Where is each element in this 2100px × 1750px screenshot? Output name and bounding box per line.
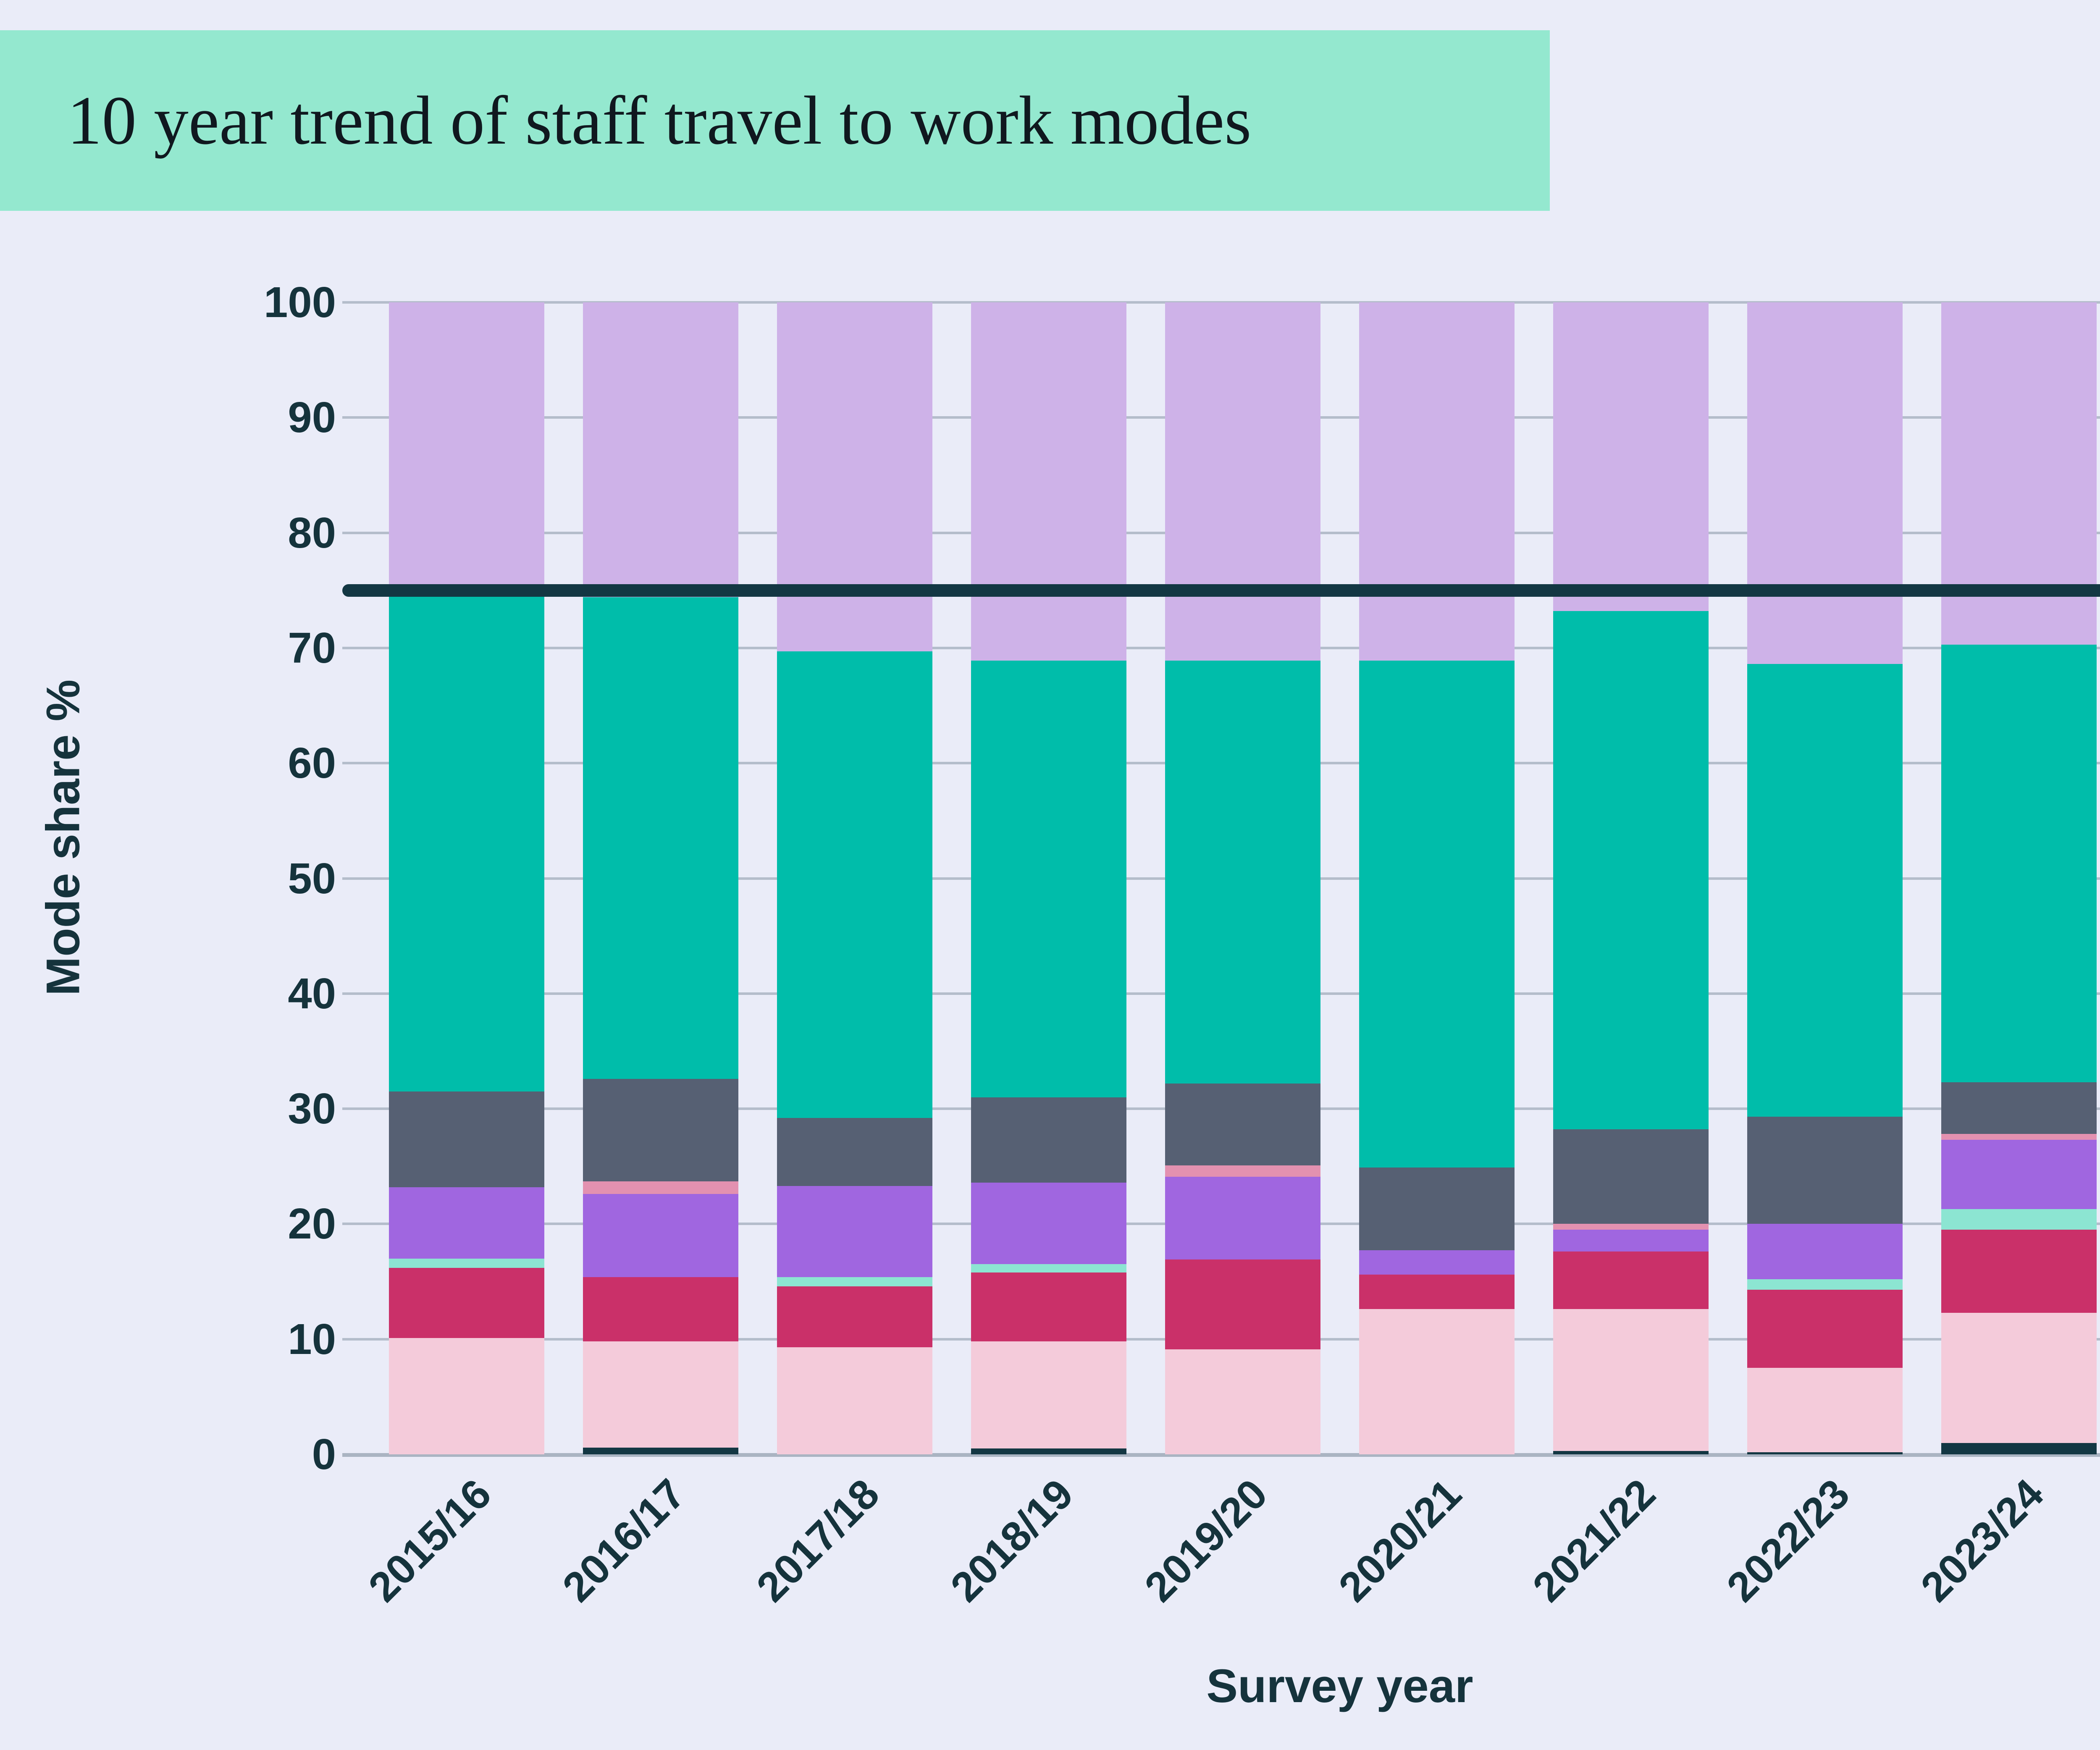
- bar-segment-public-bus[interactable]: [1165, 1176, 1320, 1260]
- bar-segment-car-share[interactable]: [389, 1091, 544, 1187]
- bar-2018-19[interactable]: [971, 302, 1126, 1454]
- bar-segment-car-share[interactable]: [1747, 1117, 1903, 1224]
- bar-segment-drive-alone-[interactable]: [389, 302, 544, 588]
- bar-segment-walk[interactable]: [1553, 1309, 1709, 1451]
- bar-segment-bicycle[interactable]: [1747, 664, 1903, 1117]
- y-tick-90: 90: [288, 393, 336, 442]
- bar-segment-public-bus[interactable]: [777, 1186, 932, 1277]
- bar-segment-car-share[interactable]: [583, 1078, 738, 1181]
- bar-segment-other[interactable]: [583, 1447, 738, 1454]
- bar-segment-public-bus[interactable]: [971, 1182, 1126, 1265]
- bar-segment-universal-bus[interactable]: [1941, 1209, 2097, 1230]
- bar-segment-motorbike[interactable]: [583, 1181, 738, 1194]
- bar-2021-22[interactable]: [1553, 302, 1709, 1454]
- y-tick-20: 20: [288, 1199, 336, 1248]
- bar-segment-other[interactable]: [971, 1448, 1126, 1454]
- page-title: 10 year trend of staff travel to work mo…: [67, 82, 1252, 159]
- bar-segment-train[interactable]: [971, 1272, 1126, 1342]
- bar-segment-universal-bus[interactable]: [971, 1264, 1126, 1272]
- bar-segment-car-share[interactable]: [1165, 1083, 1320, 1165]
- bar-segment-bicycle[interactable]: [1165, 661, 1320, 1084]
- y-tick-70: 70: [288, 623, 336, 672]
- bar-segment-train[interactable]: [1165, 1259, 1320, 1350]
- bar-segment-car-share[interactable]: [1941, 1082, 2097, 1134]
- bar-segment-car-share[interactable]: [1359, 1167, 1515, 1251]
- title-banner: 10 year trend of staff travel to work mo…: [0, 30, 1550, 211]
- bar-segment-public-bus[interactable]: [583, 1194, 738, 1277]
- bar-segment-public-bus[interactable]: [1747, 1224, 1903, 1280]
- bar-segment-walk[interactable]: [1747, 1368, 1903, 1452]
- bar-segment-universal-bus[interactable]: [777, 1277, 932, 1286]
- bar-segment-drive-alone-[interactable]: [1359, 302, 1515, 661]
- y-tick-80: 80: [288, 508, 336, 557]
- bar-segment-car-share[interactable]: [971, 1097, 1126, 1183]
- bar-segment-car-share[interactable]: [777, 1118, 932, 1186]
- bar-segment-drive-alone-[interactable]: [1165, 302, 1320, 661]
- bar-segment-train[interactable]: [1553, 1251, 1709, 1309]
- bar-segment-bicycle[interactable]: [583, 597, 738, 1079]
- bar-2020-21[interactable]: [1359, 302, 1515, 1454]
- y-tick-0: 0: [312, 1430, 336, 1478]
- bar-segment-train[interactable]: [1941, 1230, 2097, 1313]
- bar-segment-train[interactable]: [583, 1277, 738, 1342]
- bar-segment-public-bus[interactable]: [1553, 1230, 1709, 1252]
- bar-2017-18[interactable]: [777, 302, 932, 1454]
- bar-segment-bicycle[interactable]: [1359, 661, 1515, 1168]
- bar-segment-motorbike[interactable]: [1553, 1224, 1709, 1230]
- bar-segment-walk[interactable]: [583, 1341, 738, 1448]
- bar-2015-16[interactable]: [389, 302, 544, 1454]
- gridline: [342, 1453, 2100, 1457]
- bar-segment-train[interactable]: [1747, 1289, 1903, 1368]
- y-axis-tick-labels: 0 10 20 30 40 50 60 70 80 90 100: [197, 278, 336, 1478]
- bar-segment-walk[interactable]: [1165, 1349, 1320, 1454]
- x-axis-title: Survey year: [1206, 1660, 1473, 1712]
- plot-area: [342, 301, 2100, 1457]
- bar-segment-walk[interactable]: [1359, 1309, 1515, 1454]
- bar-segment-train[interactable]: [389, 1267, 544, 1338]
- target-line: [342, 584, 2100, 597]
- bar-segment-public-bus[interactable]: [389, 1187, 544, 1259]
- bar-segment-walk[interactable]: [777, 1347, 932, 1454]
- bar-segment-other[interactable]: [1747, 1452, 1903, 1454]
- bar-segment-train[interactable]: [1359, 1275, 1515, 1309]
- bar-segment-public-bus[interactable]: [1359, 1250, 1515, 1275]
- bar-segment-bicycle[interactable]: [777, 651, 932, 1118]
- bar-segment-drive-alone-[interactable]: [971, 302, 1126, 661]
- bar-segment-walk[interactable]: [389, 1338, 544, 1454]
- bar-segment-bicycle[interactable]: [389, 588, 544, 1091]
- bar-segment-car-share[interactable]: [1553, 1129, 1709, 1224]
- bar-segment-motorbike[interactable]: [1165, 1165, 1320, 1177]
- bar-2022-23[interactable]: [1747, 302, 1903, 1454]
- bar-segment-walk[interactable]: [1941, 1312, 2097, 1443]
- bar-segment-drive-alone-[interactable]: [1553, 302, 1709, 611]
- y-axis-title: Mode share %: [37, 679, 89, 996]
- bar-segment-universal-bus[interactable]: [1747, 1279, 1903, 1290]
- bar-segment-bicycle[interactable]: [1941, 644, 2097, 1082]
- y-tick-40: 40: [288, 969, 336, 1018]
- bar-segment-other[interactable]: [1553, 1451, 1709, 1454]
- bar-2016-17[interactable]: [583, 302, 738, 1454]
- y-tick-60: 60: [288, 739, 336, 787]
- y-tick-100: 100: [264, 278, 336, 326]
- bar-segment-public-bus[interactable]: [1941, 1140, 2097, 1209]
- bar-2023-24[interactable]: [1941, 302, 2097, 1454]
- bar-segment-bicycle[interactable]: [971, 661, 1126, 1097]
- bar-2019-20[interactable]: [1165, 302, 1320, 1454]
- bar-segment-universal-bus[interactable]: [389, 1258, 544, 1268]
- bar-segment-bicycle[interactable]: [1553, 611, 1709, 1130]
- bar-segment-drive-alone-[interactable]: [777, 302, 932, 652]
- bar-segment-drive-alone-[interactable]: [583, 302, 738, 598]
- bar-segment-train[interactable]: [777, 1286, 932, 1347]
- bar-segment-drive-alone-[interactable]: [1747, 302, 1903, 664]
- bar-segment-other[interactable]: [1941, 1443, 2097, 1454]
- y-tick-30: 30: [288, 1084, 336, 1133]
- x-axis-tick-labels: 2015/16 2016/17 2017/18 2018/19 2019/20 2020/…: [360, 1470, 2100, 1646]
- y-tick-50: 50: [288, 854, 336, 903]
- bar-segment-walk[interactable]: [971, 1341, 1126, 1449]
- bar-segment-motorbike[interactable]: [1941, 1134, 2097, 1140]
- y-tick-10: 10: [288, 1314, 336, 1363]
